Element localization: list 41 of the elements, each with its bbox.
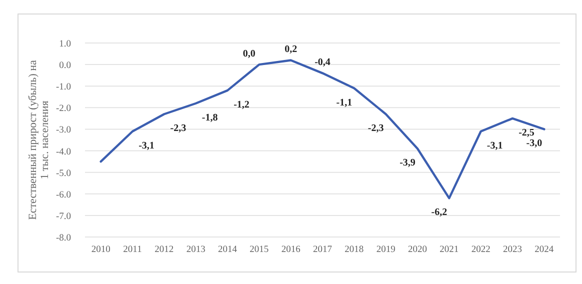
y-tick-label: -7.0 [56, 212, 72, 222]
data-label: 0,2 [284, 44, 298, 56]
data-label: -3,1 [486, 140, 503, 152]
data-label: -3,0 [526, 138, 542, 150]
y-tick-label: -5.0 [56, 168, 72, 179]
y-tick-label: -6.0 [56, 190, 72, 200]
x-tick-label: 2022 [471, 245, 491, 255]
x-tick-label: 2023 [503, 245, 522, 255]
x-tick-label: 2012 [154, 245, 174, 255]
data-label: -3,1 [138, 140, 154, 152]
data-label: -0,4 [314, 57, 330, 68]
data-label: -1,1 [336, 97, 352, 108]
y-tick-label: 0.0 [59, 61, 72, 72]
x-tick-label: 2013 [186, 245, 206, 255]
y-tick-label: -2.0 [56, 104, 72, 114]
data-label: -1,8 [202, 112, 218, 124]
x-tick-label: 2018 [344, 245, 364, 255]
line-series [100, 59, 546, 200]
data-label: -6,2 [431, 207, 448, 218]
y-axis-title: Естественный прирост (убыль) на 1 тыс. населения [27, 60, 51, 220]
x-tick-label: 2020 [408, 245, 428, 255]
x-tick-label: 2019 [376, 245, 396, 255]
x-tick-label: 2011 [123, 245, 142, 255]
data-label: -3,9 [400, 158, 416, 169]
x-tick-label: 2024 [534, 245, 554, 255]
data-label: -2,3 [368, 123, 384, 134]
y-tick-label: 1.0 [59, 40, 72, 50]
x-tick-label: 2017 [313, 245, 332, 255]
x-tick-label: 2010 [91, 245, 111, 255]
x-tick-label: 2015 [250, 245, 269, 255]
y-tick-label: -3.0 [56, 126, 72, 136]
y-tick-label: -4.0 [56, 147, 72, 158]
data-label: -2,5 [518, 127, 534, 138]
x-tick-label: 2021 [440, 245, 459, 255]
y-tick-label: -8.0 [56, 234, 72, 244]
x-tick-label: 2014 [218, 245, 238, 255]
y-tick-label: -1.0 [56, 82, 72, 93]
data-label: 0,0 [242, 48, 256, 60]
data-label: -1,2 [234, 99, 250, 110]
x-tick-label: 2016 [281, 245, 301, 255]
data-label: -2,3 [170, 123, 186, 134]
